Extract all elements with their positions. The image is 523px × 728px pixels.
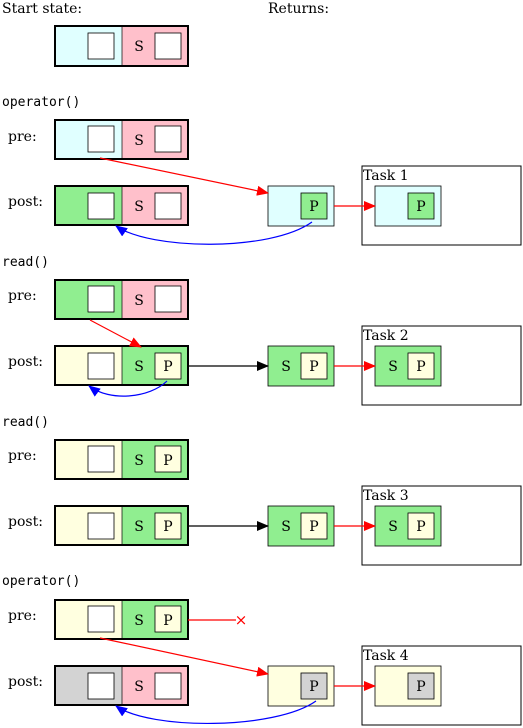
section-3-pre-label: pre: <box>8 448 37 464</box>
promise-label: P <box>163 613 172 629</box>
promise-label: P <box>163 359 172 375</box>
section-4-task-box: Task 4 P <box>361 645 522 726</box>
promise-label: P <box>309 199 318 215</box>
section-2-pre-label: pre: <box>8 288 37 304</box>
section-4-post-label: post: <box>8 674 43 690</box>
promise-back-arrow <box>115 221 313 245</box>
promise-back-arrow <box>88 380 168 397</box>
arrow-to-returned-future <box>99 157 269 196</box>
section-2-returned-future: S P <box>267 345 335 387</box>
shared-state-label: S <box>134 453 144 469</box>
broken-promise-cross: × <box>235 611 248 629</box>
shared-state-label: S <box>388 519 398 535</box>
section-1-title: operator() <box>2 95 80 110</box>
shared-state-label: S <box>134 359 144 375</box>
shared-state-label: S <box>281 519 291 535</box>
section-1-arrows <box>99 157 376 245</box>
shared-state-label: S <box>134 133 144 149</box>
section-2-task-box: Task 2 S P <box>361 325 522 406</box>
section-2-title: read() <box>2 255 49 270</box>
section-3-pre-future: S P <box>54 439 189 480</box>
shared-state-label: S <box>134 293 144 309</box>
shared-state-label: S <box>281 359 291 375</box>
section-4-returned-future: P <box>267 665 335 707</box>
promise-back-arrow <box>115 700 317 725</box>
section-4-pre-future: S P <box>54 599 189 640</box>
section-3-post-label: post: <box>8 514 43 530</box>
section-2-arrows <box>88 319 376 397</box>
section-2-post-label: post: <box>8 354 43 370</box>
section-1-pre-label: pre: <box>8 129 37 145</box>
start-state-future: S <box>54 25 189 67</box>
section-4-arrows: × <box>99 611 376 725</box>
future-empty-slot <box>87 32 115 60</box>
task-title: Task 3 <box>363 488 409 504</box>
returns-header: Returns: <box>268 1 329 17</box>
section-1-returned-future: P <box>267 185 335 227</box>
promise-label: P <box>416 679 425 695</box>
promise-label: P <box>416 359 425 375</box>
task-title: Task 2 <box>363 328 409 344</box>
promise-label: P <box>309 679 318 695</box>
section-1-pre-future: S <box>54 119 189 160</box>
task-title: Task 1 <box>363 168 409 184</box>
section-1-post-label: post: <box>8 194 43 210</box>
promise-label: P <box>309 519 318 535</box>
section-4-pre-label: pre: <box>8 608 37 624</box>
task-title: Task 4 <box>363 648 409 664</box>
promise-label: P <box>163 453 172 469</box>
section-1-post-future: S <box>54 185 189 226</box>
section-2-pre-future: S <box>54 279 189 320</box>
section-2-post-future: S P <box>54 345 189 386</box>
section-3-task-box: Task 3 S P <box>361 485 522 566</box>
shared-state-label: S <box>134 679 144 695</box>
arrow-to-returned-future <box>99 637 269 677</box>
shared-state-label: S <box>134 613 144 629</box>
shared-state-label: S <box>134 519 144 535</box>
section-1-task-box: Task 1 P <box>361 165 522 246</box>
section-3-post-future: S P <box>54 505 189 546</box>
shared-state-label: S <box>388 359 398 375</box>
promise-label: P <box>309 359 318 375</box>
section-4-post-future: S <box>54 665 189 706</box>
shared-state-label: S <box>134 199 144 215</box>
promise-label: P <box>163 519 172 535</box>
start-state-header: Start state: <box>2 1 82 17</box>
promise-label: P <box>416 199 425 215</box>
shared-state-label: S <box>134 39 144 55</box>
shared-empty-slot <box>154 32 182 60</box>
arrow-to-shared-state <box>89 319 142 348</box>
section-4-title: operator() <box>2 574 80 589</box>
section-3-title: read() <box>2 415 49 430</box>
section-3-returned-future: S P <box>267 505 335 547</box>
promise-label: P <box>416 519 425 535</box>
